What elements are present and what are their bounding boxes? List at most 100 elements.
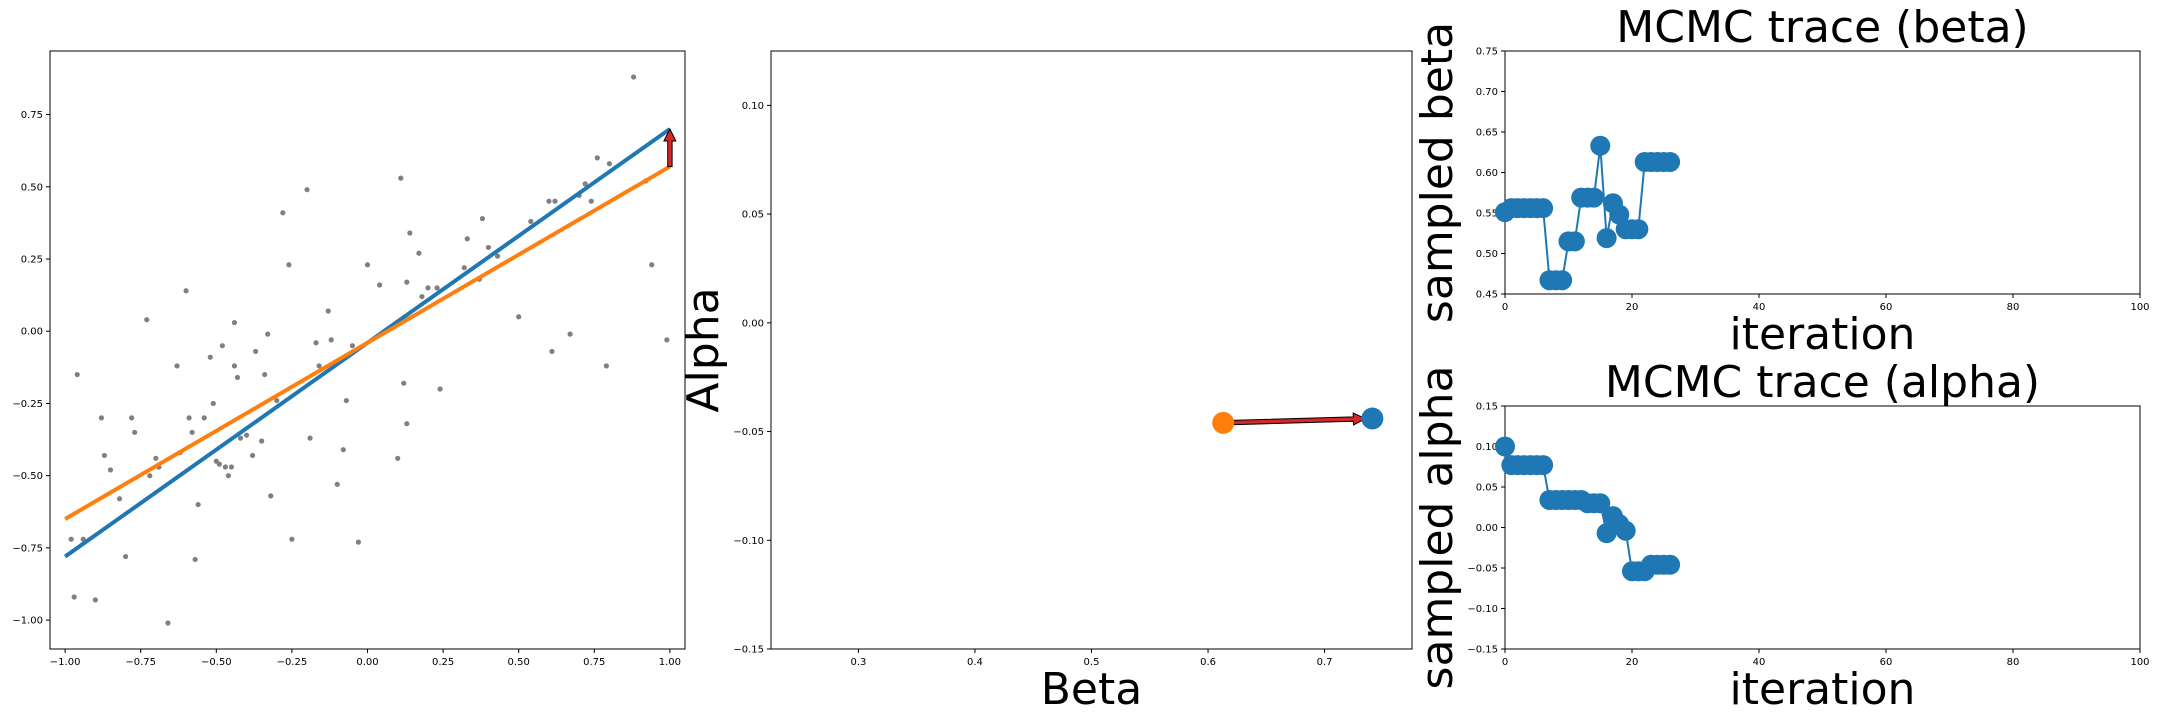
plot-2: 0.3 0.4 0.5 0.6 0.7 −0.15 −0.10 −0.05 0.00 0.05 0.… [678,50,1413,715]
plot-frame [770,50,1413,650]
data-point [216,461,222,467]
data-point [316,363,322,369]
trace-point [1583,187,1604,208]
y-tick-label: −0.10 [733,536,764,547]
y-axis-label: Alpha [678,287,729,412]
x-tick-label: 60 [1880,657,1893,668]
x-tick-label: 0 [1502,657,1508,668]
data-point [147,473,153,479]
data-point [68,536,74,542]
y-tick-label: −1.00 [12,616,43,627]
data-point [231,363,238,369]
x-tick-label: 60 [1880,302,1893,313]
data-point [419,293,425,300]
x-tick-label: 0.4 [967,657,983,668]
data-point [328,337,334,343]
trace-point [1533,198,1554,219]
x-tick-label: −0.75 [125,657,156,668]
data-point [404,421,410,427]
data-point [165,620,171,626]
data-point [153,455,159,461]
x-tick-label: −1.00 [50,657,81,668]
y-tick-label: 0.50 [1476,249,1498,260]
x-tick-label: 40 [1753,302,1766,313]
y-tick-label: 0.00 [1476,523,1498,534]
data-point [234,374,241,381]
y-tick-label: 0.10 [1476,442,1498,453]
data-point [74,371,80,378]
data-point [343,397,349,404]
y-tick-label: −0.05 [733,427,764,438]
data-point [274,397,280,404]
trace-point [1628,219,1649,240]
data-point [434,285,440,291]
trace-point [1660,554,1681,575]
trace-point [1590,493,1611,514]
data-point [259,438,265,444]
data-point [132,429,138,435]
data-point [243,432,250,438]
data-point [286,262,292,268]
x-tick-label: 0.7 [1317,657,1333,668]
x-tick-label: 0.25 [432,657,454,668]
data-point [207,354,213,360]
data-point [231,319,238,326]
x-tick-label: 0.00 [356,657,378,668]
data-point [107,467,114,473]
data-point [71,594,77,600]
x-tick-label: 40 [1753,657,1766,668]
data-point [340,447,346,453]
x-tick-label: −0.50 [201,657,232,668]
data-point [461,265,467,271]
y-tick-label: 0.70 [1476,87,1498,98]
x-axis-label: iteration [1730,664,1916,715]
data-point [567,331,573,337]
data-point [237,435,244,441]
data-point [376,282,383,288]
trace-point [1552,270,1573,291]
data-point [192,556,198,563]
y-axis-label: sampled beta [1412,22,1463,323]
y-tick-label: 0.25 [21,255,43,266]
x-tick-label: 100 [2130,657,2149,668]
y-tick-label: −0.50 [12,471,43,482]
trace-point [1615,520,1636,541]
x-tick-label: 0 [1502,302,1508,313]
data-point [407,230,413,236]
y-tick-label: −0.25 [12,399,43,410]
x-tick-label: 80 [2007,302,2020,313]
y-tick-label: −0.15 [733,645,764,656]
data-point [189,429,195,435]
data-point [228,464,235,470]
data-point [603,363,609,369]
x-tick-label: 100 [2130,302,2149,313]
y-axis-label: sampled alpha [1412,366,1463,690]
data-point [606,161,613,167]
data-point [664,337,670,343]
data-point [582,181,588,187]
data-point [401,380,407,386]
data-point [265,331,271,337]
trace-point [1590,135,1611,156]
data-point [437,386,443,392]
data-point [546,198,552,204]
data-point [101,452,108,459]
x-axis-label: iteration [1730,309,1916,360]
data-point [116,496,123,502]
y-tick-label: 0.10 [742,101,764,112]
x-tick-label: 20 [1626,302,1639,313]
x-tick-label: 20 [1626,657,1639,668]
data-point [485,244,492,251]
data-point [122,553,129,560]
y-tick-label: 0.45 [1476,290,1498,301]
data-point [280,210,286,216]
data-point [479,215,486,222]
plot-4: 0 20 40 60 80 100 −0.15 −0.10 −0.05 0.00 0.05 0.10 0… [1412,357,2150,715]
plot-3: 0 20 40 60 80 100 0.45 0.50 0.55 0.60 0.65 0.70 0.75… [1412,2,2150,360]
trace-point [1660,151,1681,172]
x-tick-label: 0.5 [1084,657,1100,668]
update-arrow [663,127,677,168]
plot-frame [49,50,686,650]
y-tick-label: 0.00 [742,318,764,329]
data-point [404,279,410,285]
